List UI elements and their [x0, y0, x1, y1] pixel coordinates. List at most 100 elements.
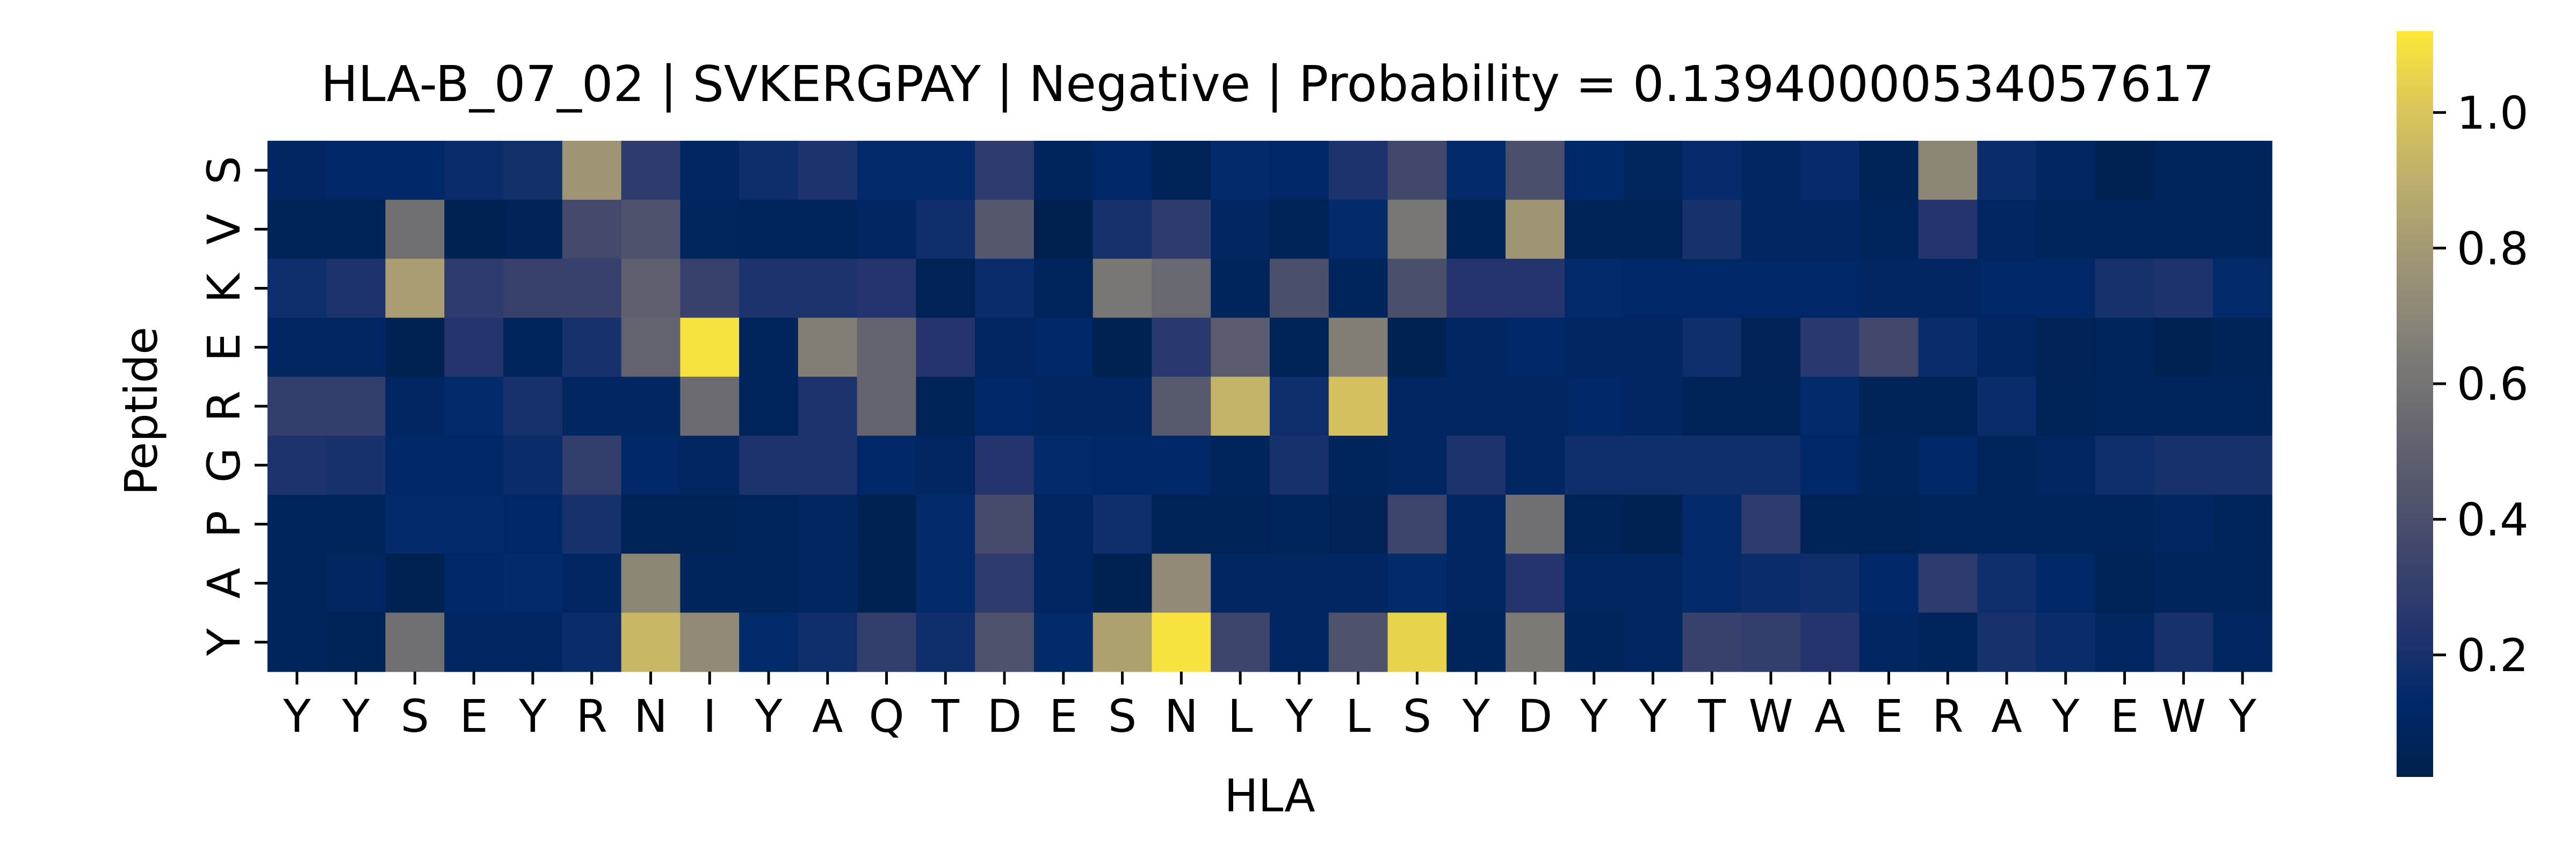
- heatmap-cell: [326, 553, 386, 613]
- heatmap-cell: [1564, 613, 1624, 672]
- heatmap-cell: [621, 613, 681, 672]
- heatmap-cell: [975, 377, 1034, 436]
- heatmap-cell: [1211, 141, 1270, 200]
- heatmap-cell: [1506, 141, 1565, 200]
- heatmap-cell: [2095, 377, 2155, 436]
- heatmap-cell: [503, 613, 563, 672]
- heatmap-cell: [1092, 494, 1153, 554]
- heatmap-cell: [1918, 377, 1978, 436]
- colorbar: 0.2 0.4 0.6 0.8 1.0: [2397, 31, 2529, 777]
- x-tick-label: A: [1991, 690, 2022, 743]
- heatmap-cell: [1328, 613, 1388, 672]
- heatmap-cell: [1387, 494, 1447, 554]
- heatmap-cell: [1564, 258, 1624, 318]
- heatmap-cell: [1152, 318, 1211, 377]
- heatmap-cell: [1977, 553, 2037, 613]
- heatmap-cell: [503, 494, 563, 554]
- heatmap-cell: [1152, 258, 1211, 318]
- heatmap-cell: [2213, 553, 2273, 613]
- heatmap-cell: [1800, 141, 1860, 200]
- heatmap-cell: [621, 199, 681, 260]
- heatmap-cell: [1741, 318, 1801, 377]
- heatmap-cell: [1270, 613, 1329, 672]
- heatmap-cell: [1918, 199, 1978, 260]
- heatmap-cell: [1623, 377, 1683, 436]
- heatmap-cell: [2036, 199, 2096, 260]
- heatmap-cell: [1152, 494, 1211, 554]
- heatmap-cell: [1977, 141, 2037, 200]
- heatmap-cell: [1092, 258, 1153, 318]
- heatmap-cell: [1033, 318, 1094, 377]
- x-tick-label: Y: [283, 690, 311, 743]
- heatmap-cell: [1741, 494, 1801, 554]
- heatmap-cell: [562, 613, 622, 672]
- heatmap-cell: [503, 377, 563, 436]
- heatmap-cell: [1033, 258, 1094, 318]
- heatmap-cell: [857, 553, 917, 613]
- heatmap-cell: [1328, 377, 1388, 436]
- heatmap-cell: [2213, 377, 2273, 436]
- colorbar-tick-label: 0.4: [2457, 494, 2529, 546]
- heatmap-cell: [798, 553, 858, 613]
- x-tick-label: S: [1403, 690, 1431, 743]
- heatmap-cell: [2213, 494, 2273, 554]
- heatmap-cell: [975, 199, 1034, 260]
- heatmap-cell: [2154, 613, 2213, 672]
- x-tick-label: D: [987, 690, 1022, 743]
- y-tick-label: V: [198, 214, 250, 244]
- heatmap-cell: [680, 141, 740, 200]
- heatmap-cell: [1506, 258, 1565, 318]
- heatmap-cell: [267, 258, 327, 318]
- heatmap-cell: [1328, 553, 1388, 613]
- heatmap-cell: [2036, 553, 2096, 613]
- heatmap-cells: [267, 141, 2273, 672]
- x-tick-label: R: [576, 690, 607, 743]
- colorbar-gradient: [2397, 31, 2433, 777]
- x-tick-label: Y: [1285, 690, 1313, 743]
- heatmap-cell: [857, 435, 917, 495]
- heatmap-cell: [1506, 553, 1565, 613]
- x-tick-label: Y: [754, 690, 783, 743]
- heatmap-cell: [1092, 318, 1153, 377]
- heatmap-cell: [1270, 494, 1329, 554]
- heatmap-cell: [1270, 377, 1329, 436]
- y-axis-label: Peptide: [115, 327, 168, 495]
- heatmap-cell: [503, 318, 563, 377]
- heatmap-cell: [1918, 435, 1978, 495]
- heatmap-cell: [621, 318, 681, 377]
- heatmap-cell: [1506, 199, 1565, 260]
- heatmap-cell: [562, 377, 622, 436]
- heatmap-cell: [1446, 377, 1506, 436]
- heatmap-cell: [1387, 613, 1447, 672]
- heatmap-cell: [1682, 494, 1742, 554]
- x-tick-label: Y: [342, 690, 370, 743]
- heatmap-cell: [1270, 435, 1329, 495]
- heatmap-cell: [857, 318, 917, 377]
- heatmap-cell: [444, 141, 504, 200]
- heatmap-cell: [1211, 435, 1270, 495]
- x-tick-label: S: [1108, 690, 1137, 743]
- x-tick-label: L: [1228, 690, 1253, 743]
- x-tick-label: D: [1518, 690, 1553, 743]
- heatmap-cell: [2154, 141, 2213, 200]
- heatmap-cell: [385, 553, 445, 613]
- heatmap-cell: [621, 435, 681, 495]
- heatmap-cell: [1211, 377, 1270, 436]
- heatmap-cell: [1977, 613, 2037, 672]
- heatmap-cell: [1092, 613, 1153, 672]
- heatmap-cell: [1741, 613, 1801, 672]
- heatmap-cell: [1564, 377, 1624, 436]
- x-tick-label: T: [931, 690, 960, 743]
- heatmap-cell: [1564, 435, 1624, 495]
- x-tick-label: A: [1814, 690, 1845, 743]
- heatmap-cell: [1033, 377, 1094, 436]
- heatmap-cell: [1623, 553, 1683, 613]
- heatmap-cell: [1152, 141, 1211, 200]
- heatmap-cell: [2095, 199, 2155, 260]
- heatmap-cell: [267, 553, 327, 613]
- heatmap-cell: [1800, 435, 1860, 495]
- x-tick-label: Y: [2051, 690, 2080, 743]
- heatmap-cell: [798, 318, 858, 377]
- heatmap-cell: [1800, 258, 1860, 318]
